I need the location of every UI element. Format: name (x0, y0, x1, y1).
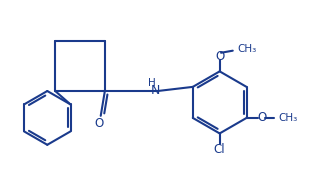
Text: CH₃: CH₃ (278, 113, 297, 123)
Text: Cl: Cl (214, 143, 225, 156)
Text: N: N (151, 84, 161, 97)
Text: O: O (257, 111, 266, 124)
Text: CH₃: CH₃ (237, 44, 256, 54)
Text: O: O (95, 117, 104, 130)
Text: O: O (215, 50, 224, 63)
Text: H: H (147, 79, 155, 88)
